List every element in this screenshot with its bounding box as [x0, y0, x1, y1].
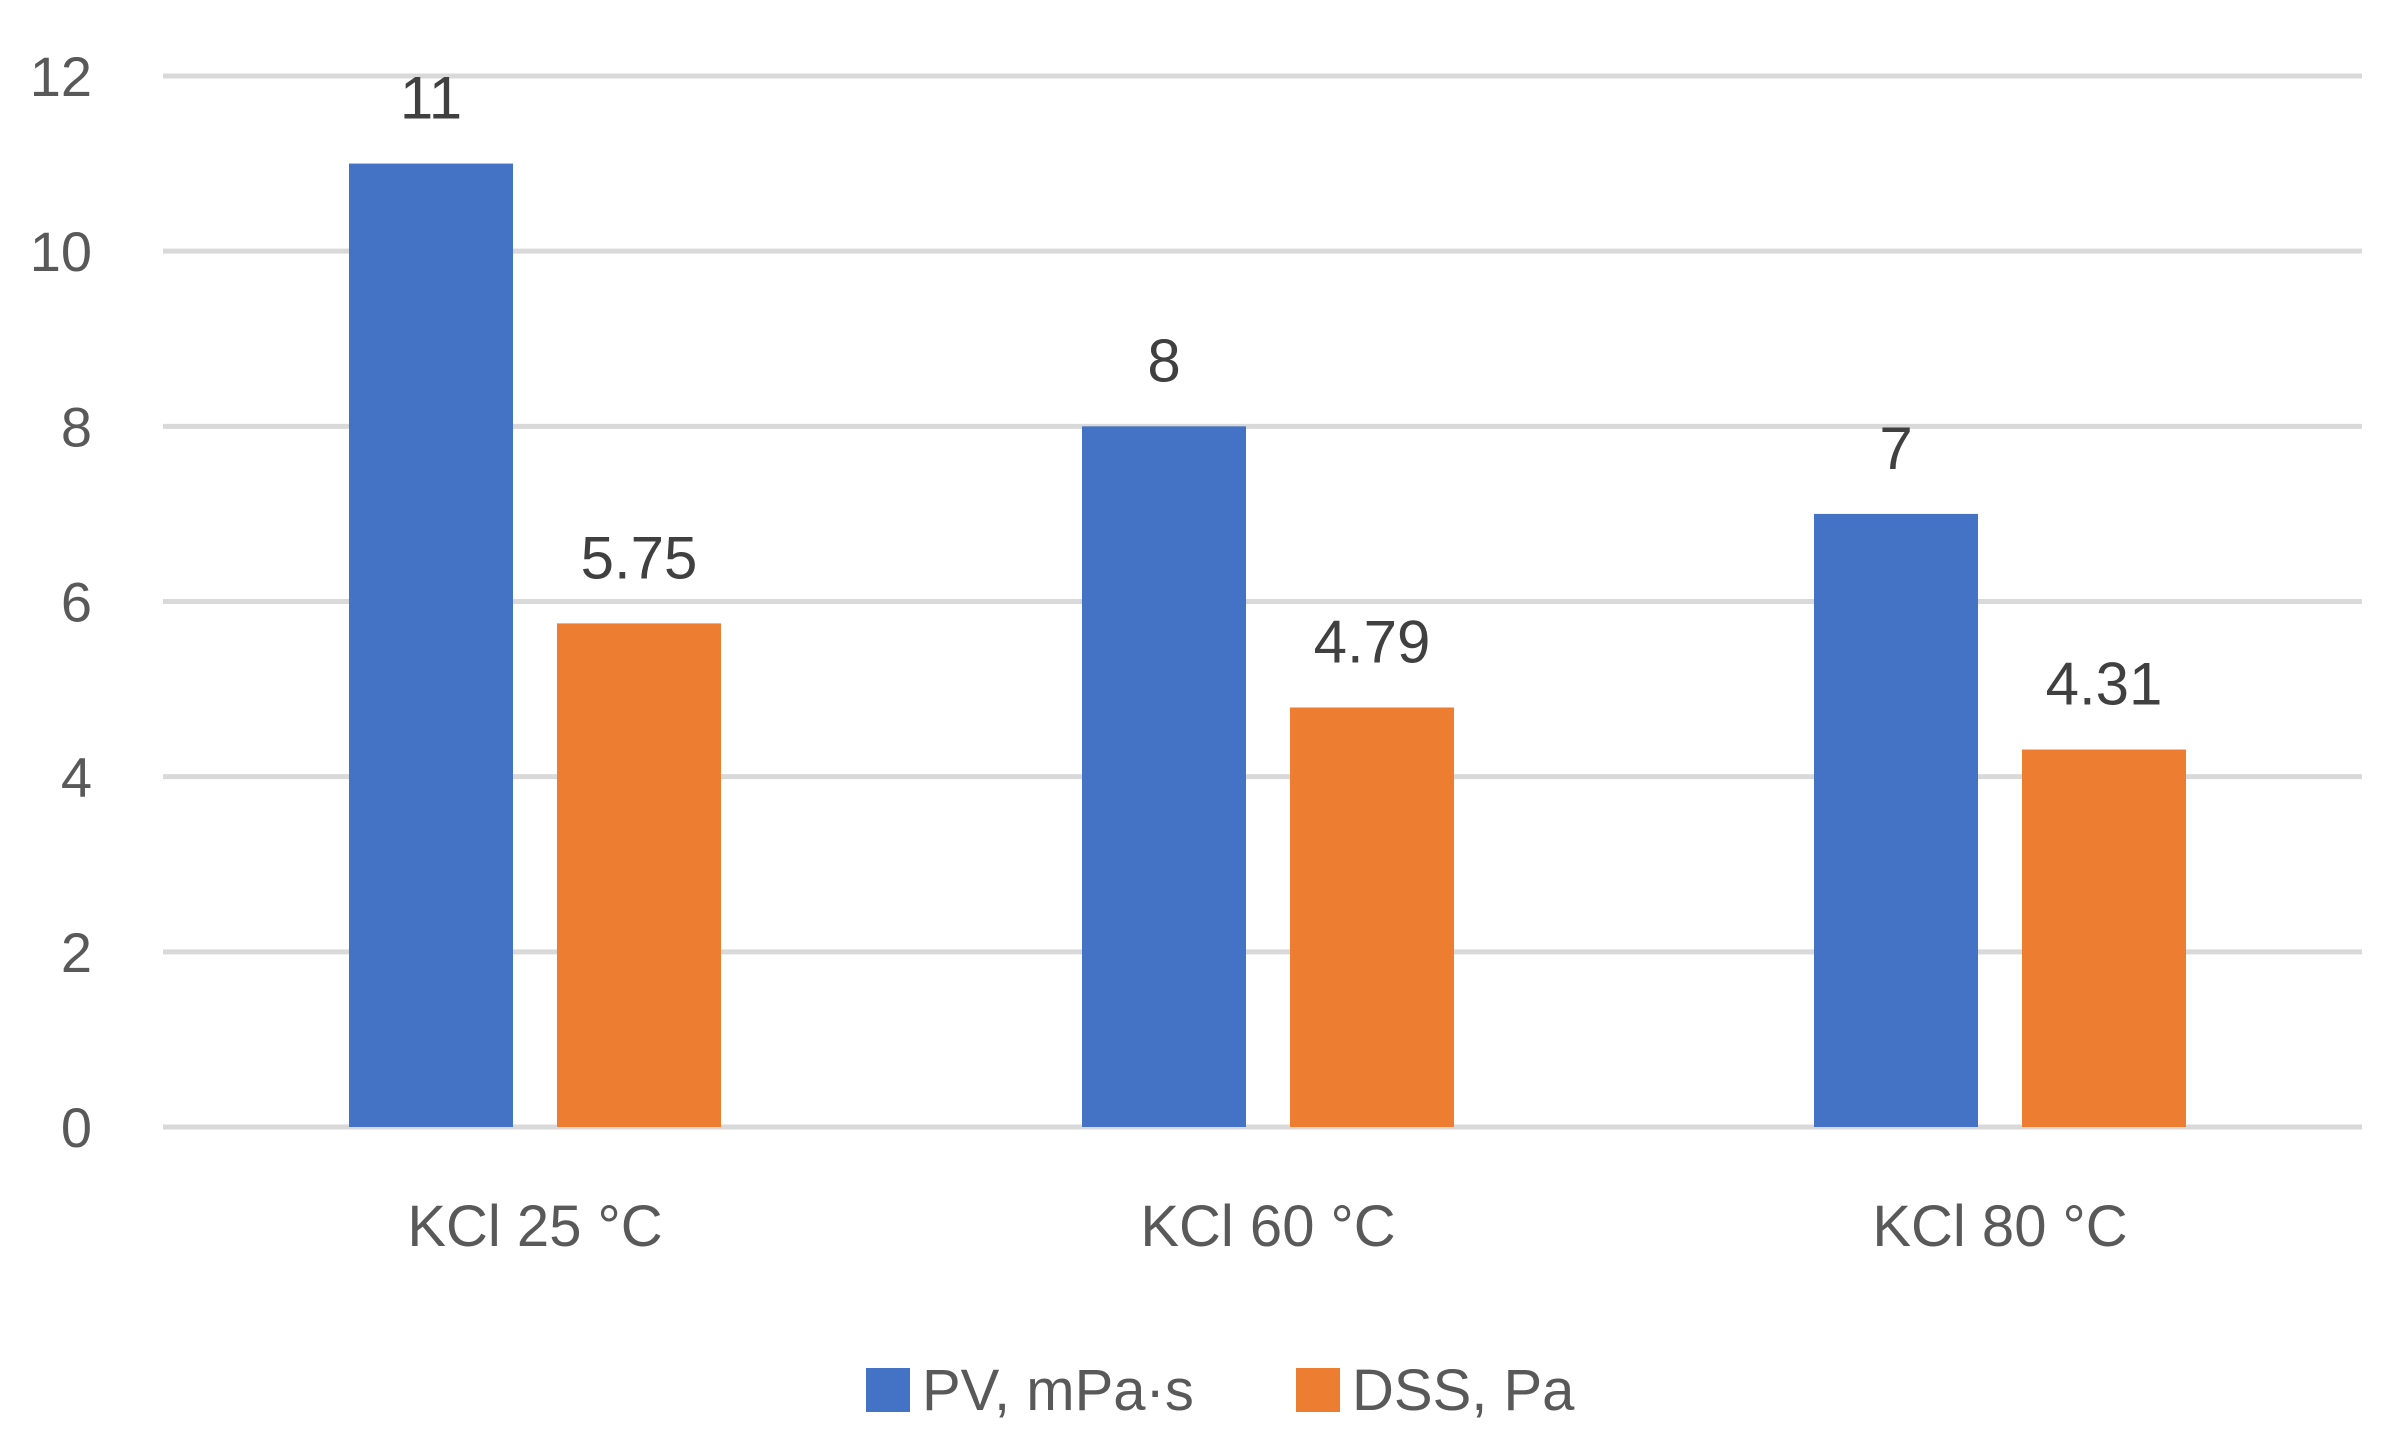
x-category-label-1: KCl 60 °C [1140, 1194, 1395, 1259]
data-label-series0-cat0: 11 [400, 65, 462, 132]
y-tick-label-12: 12 [30, 45, 92, 108]
x-axis-category-labels: KCl 25 °C KCl 60 °C KCl 80 °C [407, 1194, 2127, 1259]
bar-series0-cat0[interactable] [349, 163, 513, 1128]
bar-series1-cat0[interactable] [557, 623, 721, 1127]
y-axis-tick-labels: 0 2 4 6 8 10 12 [30, 45, 92, 1159]
gridlines [163, 73, 2362, 1130]
bars [349, 163, 2186, 1128]
y-tick-label-6: 6 [61, 571, 92, 634]
y-tick-label-4: 4 [61, 746, 92, 809]
legend: PV, mPa·s DSS, Pa [866, 1358, 1575, 1423]
legend-label-1[interactable]: DSS, Pa [1352, 1358, 1575, 1423]
y-tick-label-10: 10 [30, 220, 92, 283]
legend-swatch-0[interactable] [866, 1368, 910, 1412]
legend-swatch-1[interactable] [1296, 1368, 1340, 1412]
x-category-label-2: KCl 80 °C [1872, 1194, 2127, 1259]
data-label-series1-cat1: 4.79 [1314, 608, 1431, 675]
y-tick-label-0: 0 [61, 1096, 92, 1159]
y-tick-label-8: 8 [61, 395, 92, 458]
data-label-series0-cat2: 7 [1879, 415, 1912, 482]
bar-series0-cat1[interactable] [1082, 426, 1246, 1127]
bar-series1-cat2[interactable] [2022, 749, 2186, 1127]
data-label-series1-cat0: 5.75 [581, 524, 698, 591]
data-labels: 11 8 7 5.75 4.79 4.31 [400, 65, 2163, 718]
bar-series0-cat2[interactable] [1814, 513, 1978, 1127]
y-tick-label-2: 2 [61, 921, 92, 984]
legend-label-0[interactable]: PV, mPa·s [922, 1358, 1194, 1423]
data-label-series0-cat1: 8 [1147, 327, 1180, 394]
data-label-series1-cat2: 4.31 [2046, 651, 2163, 718]
bar-series1-cat1[interactable] [1290, 707, 1454, 1127]
x-category-label-0: KCl 25 °C [407, 1194, 662, 1259]
